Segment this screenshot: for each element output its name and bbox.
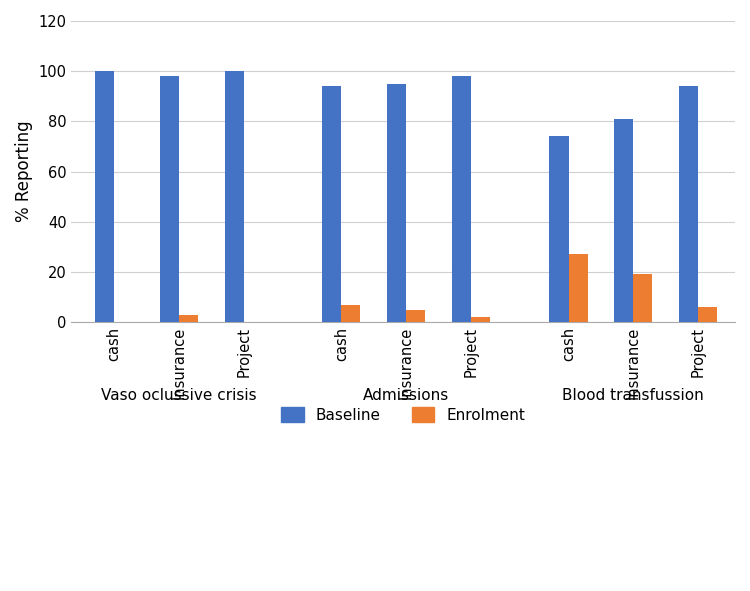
Text: Blood transfussion: Blood transfussion	[562, 388, 704, 403]
Text: Vaso oclussive crisis: Vaso oclussive crisis	[101, 388, 256, 403]
Bar	[550, 137, 568, 322]
Bar	[698, 307, 717, 322]
Bar	[679, 86, 698, 322]
Bar	[95, 71, 114, 322]
Bar	[341, 304, 361, 322]
Bar	[322, 86, 341, 322]
Bar	[160, 76, 179, 322]
Bar	[179, 314, 198, 322]
Legend: Baseline, Enrolment: Baseline, Enrolment	[274, 401, 532, 429]
Bar	[225, 71, 244, 322]
Bar	[387, 84, 406, 322]
Y-axis label: % Reporting: % Reporting	[15, 121, 33, 222]
Bar	[614, 119, 633, 322]
Bar	[633, 274, 652, 322]
Text: Admissions: Admissions	[363, 388, 449, 403]
Bar	[568, 254, 587, 322]
Bar	[452, 76, 471, 322]
Bar	[471, 317, 490, 322]
Bar	[406, 310, 425, 322]
